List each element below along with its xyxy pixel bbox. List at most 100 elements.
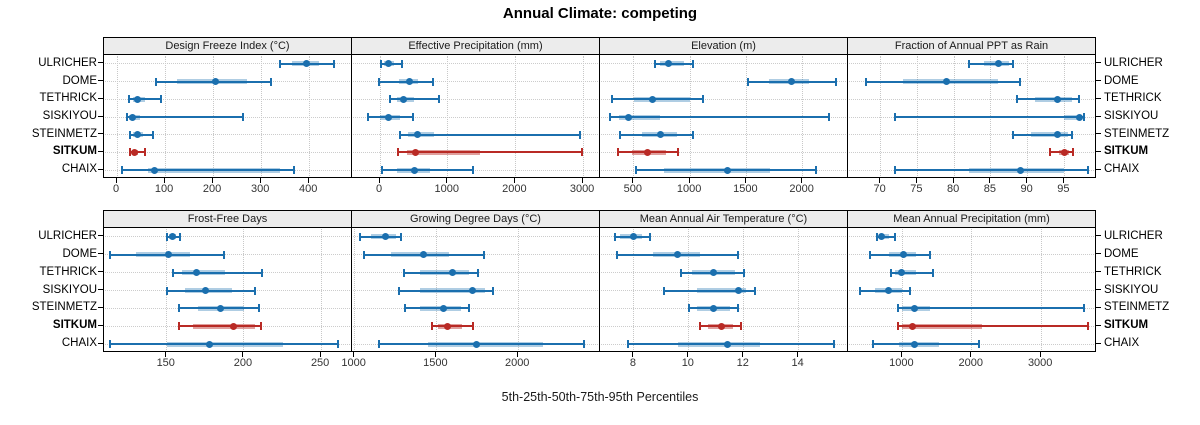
- percentile-median-dot-steinmetz: [657, 131, 665, 139]
- x-axis-tick-label: 70: [873, 183, 886, 195]
- percentile-median-dot-ulricher: [168, 233, 176, 241]
- x-axis-tick: [353, 352, 355, 357]
- percentile-cap-low: [396, 148, 399, 157]
- percentile-median-dot-tethrick: [192, 269, 200, 277]
- percentile-median-dot-chaix: [473, 340, 480, 348]
- x-axis-tick-label: 2000: [504, 357, 530, 369]
- panel-design-freeze-index-c: [103, 54, 352, 178]
- gridline-horizontal: [601, 63, 846, 65]
- x-axis-tick-label: 1000: [676, 183, 702, 195]
- percentile-median-dot-tethrick: [710, 269, 718, 277]
- gridline-horizontal: [105, 236, 350, 238]
- x-axis-tick-label: 12: [736, 357, 749, 369]
- site-label-right-chaix: CHAIX: [1104, 337, 1140, 350]
- percentile-median-dot-dome: [212, 78, 220, 86]
- x-axis-tick-label: 1000: [434, 183, 459, 195]
- percentile-cap-low: [165, 232, 168, 241]
- x-axis-tick: [211, 178, 213, 183]
- y-axis-tick: [1096, 235, 1101, 237]
- percentile-median-dot-dome: [164, 251, 172, 259]
- y-axis-tick: [1096, 80, 1101, 82]
- percentile-cap-high: [737, 250, 740, 259]
- x-axis-tick: [434, 352, 436, 357]
- x-axis-tick: [687, 352, 689, 357]
- percentile-cap-high: [178, 232, 181, 241]
- x-axis-tick-label: 1500: [423, 357, 448, 369]
- percentile-band-tethrick: [420, 270, 470, 276]
- site-label-left-tethrick: TETHRICK: [39, 265, 98, 278]
- x-axis-tick: [900, 352, 902, 357]
- percentile-median-dot-sitkum: [130, 148, 138, 156]
- site-label-left-ulricher: ULRICHER: [38, 229, 97, 242]
- percentile-cap-high: [1019, 77, 1022, 86]
- y-axis-tick: [98, 324, 103, 326]
- percentile-median-dot-chaix: [910, 340, 918, 348]
- panel-strip-growing-degree-days-c: Growing Degree Days (°C): [351, 210, 600, 227]
- gridline-horizontal: [105, 151, 350, 153]
- percentile-whisker-dome: [865, 80, 1021, 83]
- percentile-cap-high: [815, 166, 818, 175]
- x-axis-tick-label: 95: [1057, 183, 1070, 195]
- y-axis-tick: [1096, 324, 1101, 326]
- percentile-cap-low: [876, 232, 879, 241]
- percentile-whisker-chaix: [628, 343, 835, 346]
- percentile-whisker-chaix: [873, 343, 979, 346]
- percentile-cap-low: [128, 95, 131, 104]
- percentile-band-chaix: [428, 341, 543, 347]
- percentile-cap-high: [401, 59, 404, 68]
- percentile-median-dot-sitkum: [229, 322, 237, 330]
- percentile-band-chaix: [677, 341, 761, 347]
- site-label-left-steinmetz: STEINMETZ: [31, 127, 97, 140]
- percentile-band-siskiyou: [420, 288, 486, 293]
- panel-strip-fraction-of-annual-ppt-as-rain: Fraction of Annual PPT as Rain: [847, 37, 1096, 54]
- x-axis-tick: [688, 178, 690, 183]
- x-axis-tick-label: 150: [156, 357, 175, 369]
- percentile-cap-high: [337, 340, 340, 349]
- x-axis-tick: [632, 352, 634, 357]
- percentile-median-dot-ulricher: [878, 233, 886, 241]
- percentile-cap-high: [253, 286, 256, 295]
- gridline-vertical: [308, 56, 310, 176]
- gridline-vertical: [320, 229, 322, 350]
- site-label-right-steinmetz: STEINMETZ: [1104, 301, 1170, 314]
- panel-strip-design-freeze-index-c: Design Freeze Index (°C): [103, 37, 352, 54]
- gridline-horizontal: [849, 290, 1094, 291]
- y-axis-tick: [98, 62, 103, 64]
- x-axis-tick-label: 300: [250, 183, 270, 195]
- percentile-median-dot-siskiyou: [468, 287, 476, 294]
- percentile-cap-low: [868, 250, 871, 259]
- percentile-whisker-chaix: [382, 169, 474, 172]
- gridline-horizontal: [353, 325, 598, 327]
- x-axis-tick-label: 80: [946, 183, 960, 195]
- x-axis-tick: [1062, 178, 1064, 183]
- percentile-cap-low: [894, 113, 897, 121]
- percentile-median-dot-siskiyou: [385, 113, 393, 121]
- percentile-whisker-steinmetz: [399, 133, 580, 136]
- y-axis-tick: [98, 168, 103, 170]
- gridline-vertical: [880, 56, 882, 176]
- x-axis-tick-label: 3000: [569, 183, 595, 195]
- percentile-cap-low: [402, 268, 405, 277]
- y-axis-tick: [1096, 253, 1101, 255]
- percentile-median-dot-tethrick: [133, 95, 141, 103]
- percentile-cap-low: [1048, 148, 1051, 157]
- percentile-band-dome: [135, 252, 190, 258]
- percentile-median-dot-steinmetz: [911, 304, 919, 312]
- site-label-left-sitkum: SITKUM: [52, 145, 97, 158]
- percentile-cap-high: [333, 59, 336, 68]
- gridline-horizontal: [353, 236, 598, 238]
- percentile-cap-high: [692, 130, 695, 139]
- x-axis-tick-label: 250: [310, 357, 330, 369]
- percentile-cap-low: [894, 166, 897, 175]
- site-label-left-sitkum: SITKUM: [52, 319, 97, 332]
- x-axis-tick-label: 0: [376, 183, 383, 195]
- x-axis-tick: [744, 178, 746, 183]
- percentile-whisker-tethrick: [1016, 98, 1080, 101]
- site-label-left-steinmetz: STEINMETZ: [31, 301, 97, 314]
- panel-effective-precipitation-mm: [351, 54, 600, 178]
- panel-strip-title: Elevation (m): [691, 40, 756, 52]
- site-label-left-siskiyou: SISKIYOU: [42, 110, 97, 122]
- percentile-median-dot-ulricher: [665, 60, 673, 68]
- gridline-vertical: [116, 56, 118, 176]
- x-axis-tick: [307, 178, 309, 183]
